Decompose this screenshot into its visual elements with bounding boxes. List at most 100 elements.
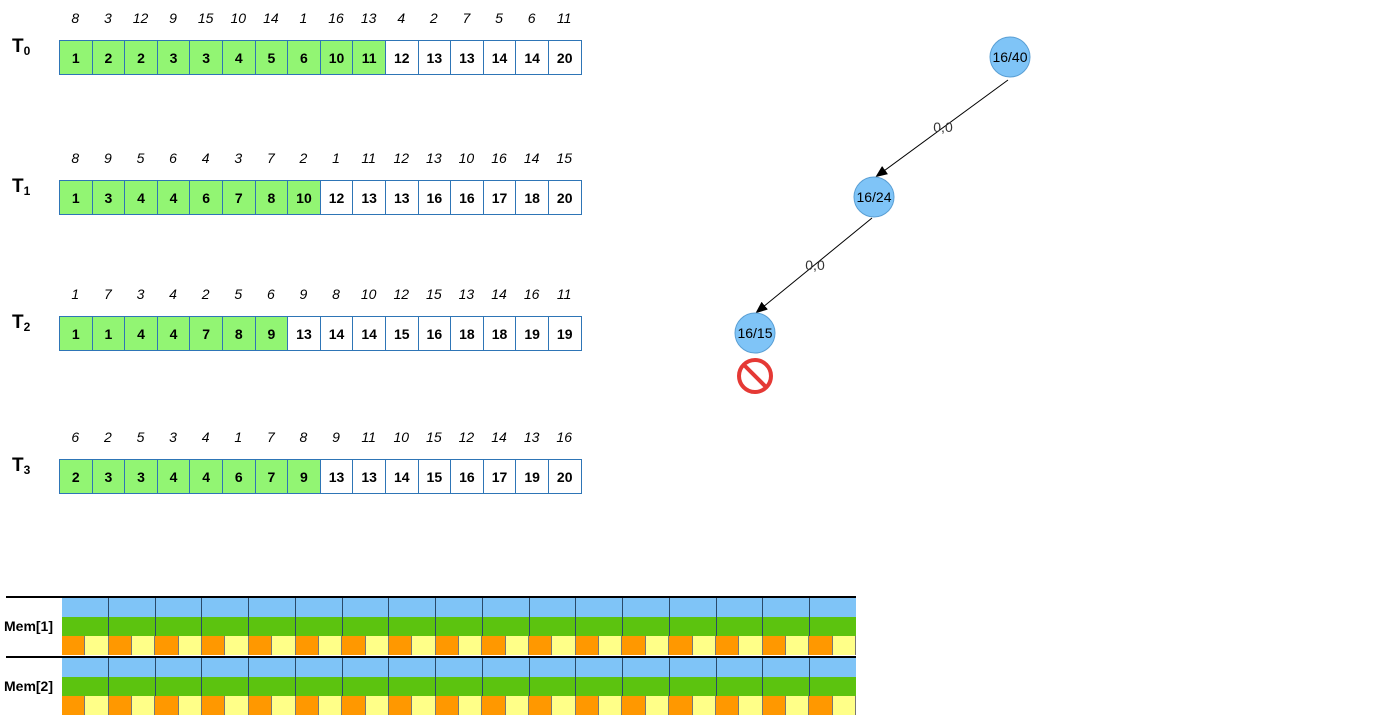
memory-segment	[108, 598, 156, 617]
value-cell-hit: 4	[190, 460, 223, 493]
memory-segment	[482, 658, 530, 677]
memory-segment	[62, 617, 109, 636]
item-index: 10	[458, 150, 475, 166]
memory-slot-yellow	[785, 696, 810, 715]
item-index: 9	[332, 429, 340, 445]
memory-slot-orange	[622, 696, 646, 715]
memory-segment	[249, 598, 296, 617]
item-index: 11	[556, 286, 572, 302]
memory-divider	[6, 656, 856, 658]
memory-segment	[669, 617, 717, 636]
row-label-t2: T2	[12, 312, 30, 334]
tree-node-leaf	[734, 312, 776, 354]
item-index: 1	[71, 286, 80, 302]
value-cell: 18	[516, 181, 549, 214]
memory-segment	[249, 658, 296, 677]
value-cell-hit: 11	[353, 41, 386, 74]
memory-slot-orange	[62, 636, 86, 655]
value-cell: 19	[548, 317, 581, 350]
memory-slot-yellow	[458, 696, 483, 715]
memory-segment	[389, 677, 437, 696]
memory-segment	[436, 658, 483, 677]
value-cell-hit: 7	[190, 317, 223, 350]
memory-slot-orange	[809, 636, 833, 655]
value-cell-hit: 8	[222, 317, 256, 350]
memory-slot-orange	[108, 636, 133, 655]
item-index: 6	[169, 150, 177, 166]
item-index: 13	[523, 429, 540, 445]
memory-slot-orange	[202, 636, 226, 655]
value-cell: 12	[320, 181, 354, 214]
item-index: 11	[556, 10, 572, 26]
item-index: 12	[458, 429, 475, 445]
memory-segment	[342, 617, 390, 636]
item-index: 5	[136, 429, 145, 445]
value-cell: 14	[483, 41, 517, 74]
item-index: 2	[299, 150, 308, 166]
value-cell-hit: 5	[255, 41, 289, 74]
memory-segment	[575, 636, 623, 655]
item-index: 6	[71, 429, 80, 445]
memory-slot-orange	[715, 696, 740, 715]
item-index: 7	[103, 286, 112, 302]
value-cell: 16	[418, 181, 452, 214]
tree-node-root	[989, 36, 1031, 78]
memory-slot-yellow	[85, 636, 109, 655]
memory-segment	[155, 598, 203, 617]
value-cell: 13	[353, 181, 386, 214]
memory-segment	[388, 636, 436, 655]
tree-edge-1	[875, 79, 1009, 178]
memory-segment	[155, 677, 203, 696]
memory-segment	[342, 658, 390, 677]
item-index: 12	[132, 10, 149, 26]
memory-slot-yellow	[178, 636, 203, 655]
memory-segment	[482, 696, 530, 715]
memory-slot-orange	[155, 636, 179, 655]
memory-slot-yellow	[739, 696, 763, 715]
memory-slot-orange	[669, 636, 693, 655]
memory-bank	[62, 658, 857, 715]
value-cell-hit: 4	[157, 181, 191, 214]
item-index: 2	[201, 286, 210, 302]
memory-segment	[529, 617, 577, 636]
memory-segment	[155, 696, 203, 715]
value-cell: 14	[385, 460, 419, 493]
memory-slot-orange	[62, 696, 86, 715]
value-cell: 14	[516, 41, 549, 74]
item-index: 13	[360, 10, 377, 26]
value-cell-hit: 1	[60, 41, 93, 74]
memory-slot-yellow	[85, 696, 109, 715]
memory-slot-yellow	[645, 636, 670, 655]
index-row: 8 9 5 6 4 3 7 2 1 11 12 13 10 16 14 15	[59, 150, 581, 166]
item-index: 4	[169, 286, 177, 302]
memory-segment	[389, 598, 437, 617]
value-cell: 15	[418, 460, 452, 493]
memory-segment	[623, 617, 670, 636]
memory-slot-yellow	[692, 636, 716, 655]
item-index: 10	[393, 429, 410, 445]
memory-segment	[809, 696, 856, 715]
memory-segment	[108, 677, 156, 696]
value-cell-hit: 7	[255, 460, 289, 493]
memory-segment	[108, 658, 156, 677]
memory-slot-yellow	[318, 696, 343, 715]
memory-segment	[810, 658, 857, 677]
memory-slot-yellow	[272, 636, 296, 655]
memory-slot-yellow	[552, 636, 576, 655]
memory-segment	[108, 696, 156, 715]
item-index: 2	[429, 10, 438, 26]
memory-segment	[716, 617, 764, 636]
value-cell-hit: 4	[157, 460, 191, 493]
memory-segment	[295, 677, 343, 696]
memory-segment	[295, 636, 343, 655]
index-row: 6 2 5 3 4 1 7 8 9 11 10 15 12 14 13 16	[59, 429, 581, 445]
item-index: 13	[426, 150, 442, 166]
item-index: 5	[136, 150, 145, 166]
value-list: 1 3 4 4 6 7 8 10 12 13 13 16 16 17 18 20	[59, 180, 582, 215]
memory-slot-orange	[108, 696, 133, 715]
value-list: 1 1 4 4 7 8 9 13 14 14 15 16 18 18 19 19	[59, 316, 582, 351]
memory-slot-orange	[388, 696, 413, 715]
memory-segment	[529, 598, 577, 617]
memory-segment	[715, 696, 763, 715]
memory-lane	[62, 658, 857, 677]
